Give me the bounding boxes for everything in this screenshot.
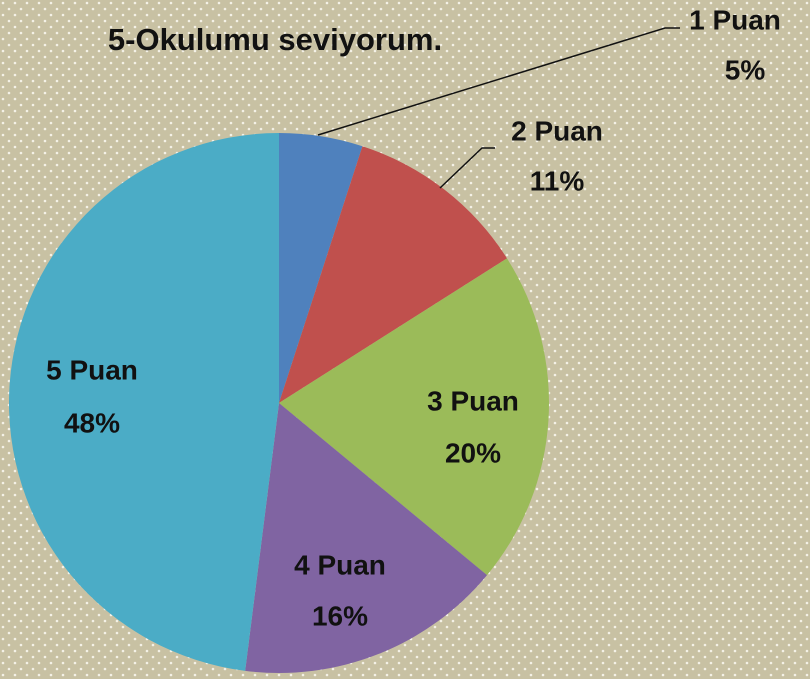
pie-slice (8, 133, 279, 671)
slice-category-label: 5 Puan (46, 354, 138, 385)
pie-slice (279, 258, 549, 576)
leader-line (317, 27, 680, 136)
slice-category-label: 3 Puan (427, 385, 519, 416)
pie-slice (279, 146, 507, 404)
pie-slice (279, 133, 363, 403)
leader-line (439, 147, 495, 189)
slice-value-label: 16% (312, 600, 368, 631)
slice-value-label: 5% (725, 54, 766, 85)
slice-category-label: 1 Puan (689, 4, 781, 35)
chart-title: 5-Okulumu seviyorum. (108, 22, 442, 57)
slice-value-label: 11% (530, 165, 585, 196)
pie-slice (245, 403, 488, 674)
slice-value-label: 48% (64, 407, 120, 438)
slice-category-label: 4 Puan (294, 549, 386, 580)
slice-value-label: 20% (445, 437, 501, 468)
slice-category-label: 2 Puan (511, 115, 603, 146)
